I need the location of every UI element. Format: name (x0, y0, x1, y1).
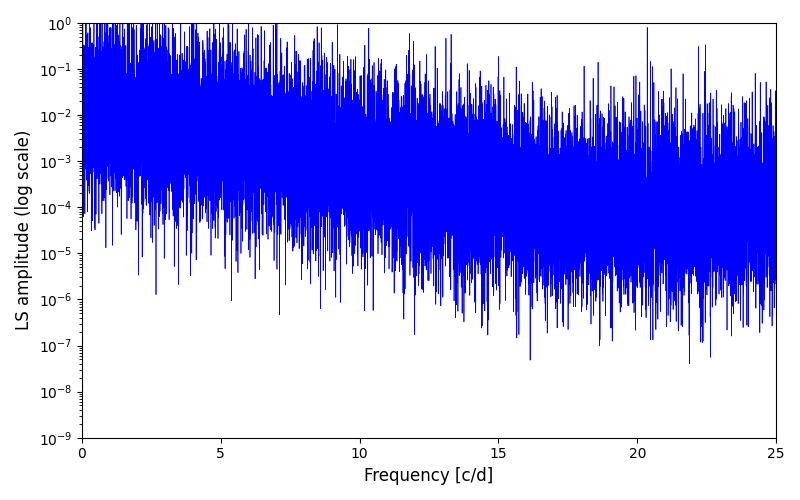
Y-axis label: LS amplitude (log scale): LS amplitude (log scale) (15, 130, 33, 330)
X-axis label: Frequency [c/d]: Frequency [c/d] (364, 467, 494, 485)
